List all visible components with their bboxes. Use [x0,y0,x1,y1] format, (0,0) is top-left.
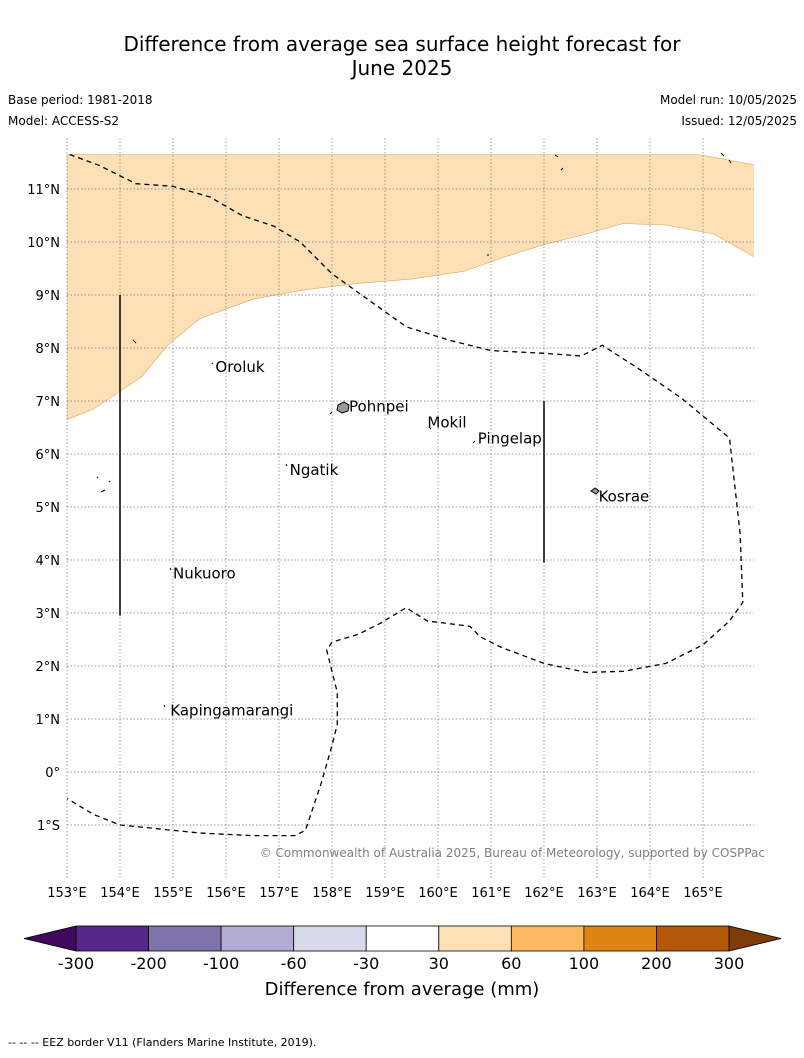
meridian-lines [119,295,545,616]
colorbar-tick: -300 [58,954,94,973]
lat-tick-label: 6°N [36,448,61,463]
forecast-map: Oroluk Pohnpei Mokil Pingelap Ngatik Kosrae Nu… [27,138,765,901]
colorbar-tick: -200 [130,954,166,973]
lon-tick-label: 161°E [471,886,511,901]
place-label-pingelap: Pingelap [478,429,542,447]
lat-tick-label: 1°N [36,713,61,728]
place-labels: Oroluk Pohnpei Mokil Pingelap Ngatik Kosrae Nu… [170,358,649,719]
colorbar-tick-labels: -300 -200 -100 -60 -30 30 60 100 200 300 [58,954,744,973]
title-line-1: Difference from average sea surface heig… [123,32,681,56]
lon-tick-label: 159°E [365,886,405,901]
colorbar-bin [438,925,512,952]
colorbar-tick: 200 [641,954,672,973]
lon-tick-label: 164°E [630,886,670,901]
colorbar-bin [75,925,149,952]
anomaly-region [67,154,754,420]
colorbar-high-extend [728,925,782,952]
lon-tick-label: 160°E [418,886,458,901]
lon-tick-label: 162°E [524,886,564,901]
model-name: Model: ACCESS-S2 [8,114,120,128]
colorbar-swatches [23,925,782,952]
colorbar-tick: 30 [429,954,449,973]
graticule [66,138,754,878]
colorbar-tick: 300 [714,954,745,973]
eez-border-line [67,153,744,837]
colorbar-tick: 100 [569,954,600,973]
place-label-kapingamarangi: Kapingamarangi [170,701,293,719]
place-label-ngatik: Ngatik [290,461,339,479]
lat-tick-label: 2°N [36,660,61,675]
lon-tick-label: 156°E [206,886,246,901]
place-label-nukuoro: Nukuoro [173,565,236,583]
colorbar: -300 -200 -100 -60 -30 30 60 100 200 300 [23,925,782,973]
colorbar-low-extend [23,925,77,952]
colorbar-bin [220,925,295,952]
lat-tick-label: 10°N [27,236,60,251]
colorbar-title: Difference from average (mm) [264,979,540,1000]
lon-tick-label: 153°E [47,886,87,901]
pohnpei-island-icon [336,401,350,414]
lon-tick-label: 163°E [577,886,617,901]
lat-tick-label: 11°N [27,183,60,198]
lat-tick-label: 4°N [36,554,61,569]
model-run: Model run: 10/05/2025 [659,93,797,107]
lon-tick-label: 165°E [683,886,723,901]
islet-marks-icon [96,152,732,708]
colorbar-bin [510,925,585,952]
lat-tick-label: 0° [45,766,60,781]
lat-tick-label: 3°N [36,607,61,622]
eez-border-layer [67,153,744,837]
lon-tick-label: 157°E [259,886,299,901]
lat-tick-label: 9°N [36,289,61,304]
axis-labels: 11°N 10°N 9°N 8°N 7°N 6°N 5°N 4°N 3°N 2°N 1°N 0° 1°S… [27,183,723,901]
lat-tick-label: 1°S [37,819,60,834]
colorbar-bin [148,925,222,952]
colorbar-bin [583,925,657,952]
issued-date: Issued: 12/05/2025 [681,114,797,128]
colorbar-tick: -60 [281,954,307,973]
colorbar-tick: -100 [203,954,239,973]
lat-tick-label: 5°N [36,501,61,516]
eez-legend-note: -- -- -- EEZ border V11 (Flanders Marine… [8,1036,317,1049]
colorbar-tick: -30 [353,954,379,973]
island-outlines [96,152,732,708]
kosrae-island-icon [590,487,600,495]
lat-tick-label: 8°N [36,342,61,357]
anomaly-fill-layer [67,154,754,420]
lon-tick-label: 158°E [312,886,352,901]
place-label-pohnpei: Pohnpei [349,398,409,416]
colorbar-bin [293,925,367,952]
copyright-notice: © Commonwealth of Australia 2025, Bureau… [260,846,765,860]
lat-tick-label: 7°N [36,395,61,410]
place-label-mokil: Mokil [427,414,466,432]
colorbar-bin [365,925,440,952]
lon-tick-label: 154°E [100,886,140,901]
base-period: Base period: 1981-2018 [8,93,153,107]
colorbar-bin [656,925,730,952]
colorbar-tick: 60 [501,954,521,973]
place-label-kosrae: Kosrae [599,488,650,506]
place-label-oroluk: Oroluk [215,358,264,376]
title-line-2: June 2025 [351,56,453,80]
lon-tick-label: 155°E [153,886,193,901]
chart-title: Difference from average sea surface heig… [0,32,804,80]
